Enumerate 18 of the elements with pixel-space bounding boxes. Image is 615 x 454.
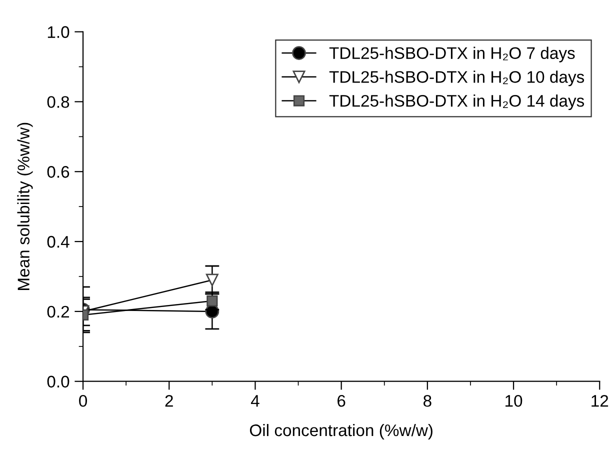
y-axis-title: Mean solubility (%w/w) bbox=[17, 122, 33, 290]
x-tick-label: 0 bbox=[79, 394, 88, 407]
x-tick-label: 8 bbox=[424, 394, 432, 407]
y-tick-label: 0.0 bbox=[47, 376, 70, 388]
x-tick-label: 10 bbox=[506, 394, 522, 407]
x-tick-label: 6 bbox=[338, 394, 346, 407]
legend-label: TDL25-hSBO-DTX in H₂O 14 days bbox=[329, 94, 584, 110]
x-tick-label: 12 bbox=[592, 394, 608, 407]
y-tick-label: 1.0 bbox=[48, 26, 70, 38]
legend-label: TDL25-hSBO-DTX in H₂O 7 days bbox=[329, 46, 575, 62]
y-tick-label: 0.4 bbox=[47, 236, 70, 248]
y-tick-label: 0.6 bbox=[47, 166, 70, 178]
y-tick-label: 0.8 bbox=[47, 96, 70, 108]
x-tick-label: 2 bbox=[165, 394, 173, 407]
x-tick-label: 4 bbox=[250, 395, 260, 407]
legend-label: TDL25-hSBO-DTX in H₂O 10 days bbox=[329, 70, 584, 86]
x-axis-title: Oil concentration (%w/w) bbox=[250, 424, 432, 440]
y-tick-label: 0.2 bbox=[47, 306, 69, 318]
